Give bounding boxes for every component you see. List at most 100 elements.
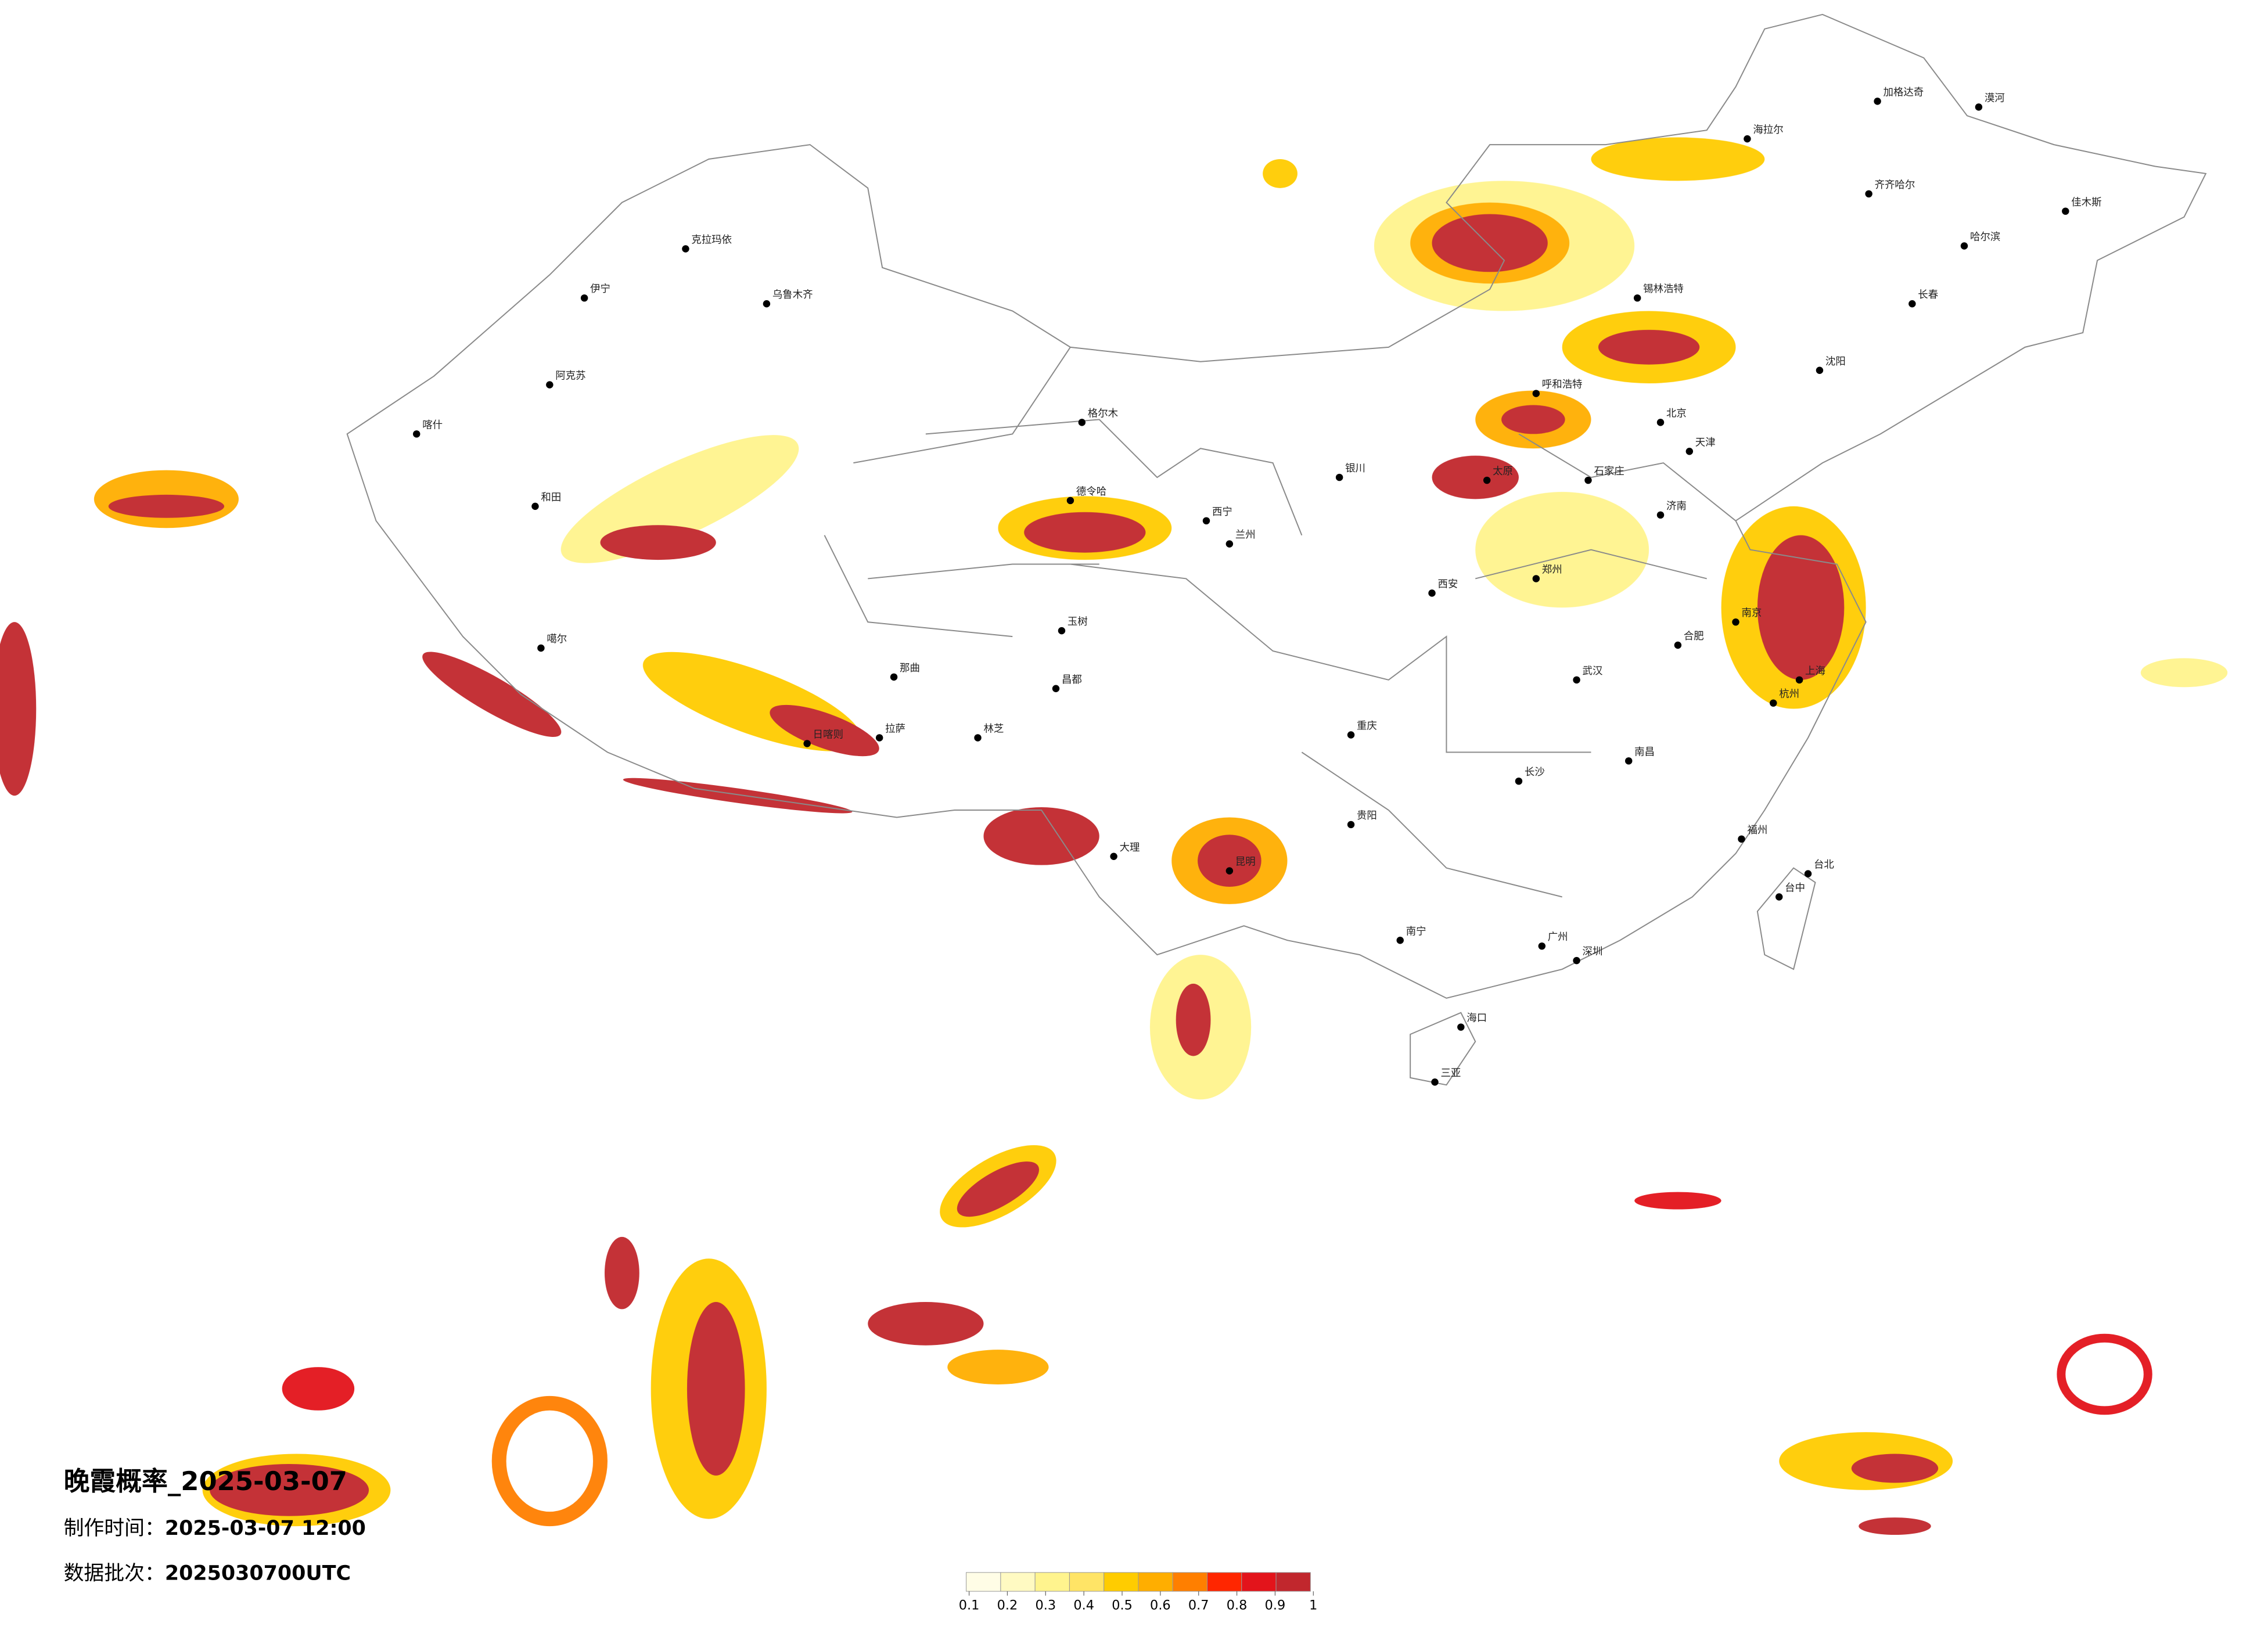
title: 晚霞概率_2025-03-07 [64,1466,347,1497]
city-dot [1874,98,1881,105]
city-dot [1431,1078,1439,1086]
city-label: 西安 [1437,578,1458,590]
city-label: 武汉 [1583,665,1603,677]
legend-swatch [1104,1572,1139,1592]
city-label: 拉萨 [885,724,905,735]
city-label: 长沙 [1525,767,1545,778]
city-dot [1483,476,1491,484]
legend-tick-label: 0.5 [1112,1598,1133,1613]
city-dot [1225,867,1234,875]
borders [346,13,2207,1086]
city-dot [1584,476,1592,484]
legend-swatch [1207,1572,1242,1592]
city-label: 和田 [541,492,561,503]
city-dot [1110,852,1117,860]
city-dot [1335,473,1343,481]
city-label: 台中 [1785,883,1805,894]
city-dot [1078,419,1086,426]
legend-swatch [1069,1572,1105,1592]
city-dot [682,245,689,253]
city-dot [890,673,898,681]
city-dot [1674,641,1682,649]
city-label: 广州 [1548,931,1568,943]
city-dot [580,294,588,302]
legend-tick-label: 0.6 [1150,1598,1171,1613]
city-label: 南昌 [1634,746,1655,758]
city-label: 兰州 [1235,530,1256,541]
city-label: 长春 [1918,289,1938,301]
city-label: 海拉尔 [1753,124,1783,136]
city-label: 郑州 [1542,564,1562,575]
city-dot [1975,103,1983,111]
made-time-label: 制作时间： [64,1517,165,1540]
legend-tick-label: 0.1 [959,1598,980,1613]
city-label: 林芝 [983,724,1004,735]
legend-tick-label: 0.4 [1073,1598,1094,1613]
city-dot [803,740,811,747]
city-dot [1573,956,1580,965]
city-dot [2062,207,2069,215]
city-dot [1816,366,1824,374]
city-dot [1625,757,1633,765]
legend-swatch [1172,1572,1208,1592]
city-dot [1532,390,1540,397]
city-label: 重庆 [1357,721,1377,732]
legend-swatch [1275,1572,1311,1592]
data-batch: 数据批次：2025030700UTC [64,1562,351,1585]
city-label: 阿克苏 [555,370,585,382]
city-label: 佳木斯 [2071,197,2101,208]
city-label: 济南 [1666,501,1687,512]
city-label: 玉树 [1067,616,1088,628]
city-label: 乌鲁木齐 [772,289,813,301]
city-label: 伊宁 [590,283,610,295]
city-label: 齐齐哈尔 [1875,179,1915,191]
city-dot [1738,835,1745,843]
made-time-value: 2025-03-07 12:00 [165,1517,366,1540]
city-label: 深圳 [1583,946,1603,958]
city-label: 德令哈 [1076,486,1106,498]
city-dot [1865,190,1872,198]
city-dot [763,300,771,308]
legend-tick-label: 0.2 [997,1598,1018,1613]
city-dot [1457,1023,1465,1031]
city-dot [546,381,553,388]
city-dot [1225,540,1234,548]
city-label: 天津 [1695,437,1716,448]
city-dot [1515,777,1523,785]
legend-swatch [1000,1572,1036,1592]
city-dot [1908,300,1916,308]
city-dot [1795,676,1803,684]
city-label: 锡林浩特 [1643,283,1684,295]
city-label: 福州 [1747,825,1767,836]
city-label: 海口 [1467,1013,1487,1024]
data-batch-label: 数据批次： [64,1562,165,1585]
legend-tick-label: 0.3 [1035,1598,1056,1613]
city-label: 那曲 [900,663,920,674]
legend: 0.1 0.2 0.3 0.4 0.5 0.6 0.7 0.8 0.9 1 [959,1572,1317,1613]
city-dot [1744,135,1751,143]
city-label: 台北 [1814,859,1834,871]
city-dot [1656,419,1665,426]
city-label: 石家庄 [1594,466,1624,477]
city-dot [1532,575,1540,582]
city-label: 噶尔 [547,634,567,645]
city-dot [1058,627,1066,635]
city-dot [974,734,982,742]
legend-swatch [1034,1572,1070,1592]
data-batch-value: 2025030700UTC [165,1562,351,1585]
city-label: 哈尔滨 [1970,232,2000,243]
legend-tick-label: 1 [1309,1598,1317,1613]
city-label: 昆明 [1235,857,1256,868]
city-dot [1804,870,1812,877]
city-dot [1633,294,1641,302]
city-label: 大理 [1120,842,1140,854]
city-dot [1347,731,1355,739]
city-dot [1428,589,1436,597]
city-label: 日喀则 [813,729,843,740]
city-dot [1202,517,1210,525]
made-time: 制作时间：2025-03-07 12:00 [64,1517,366,1540]
city-dot [1347,821,1355,829]
city-label: 银川 [1345,463,1365,474]
city-dot [413,430,420,438]
